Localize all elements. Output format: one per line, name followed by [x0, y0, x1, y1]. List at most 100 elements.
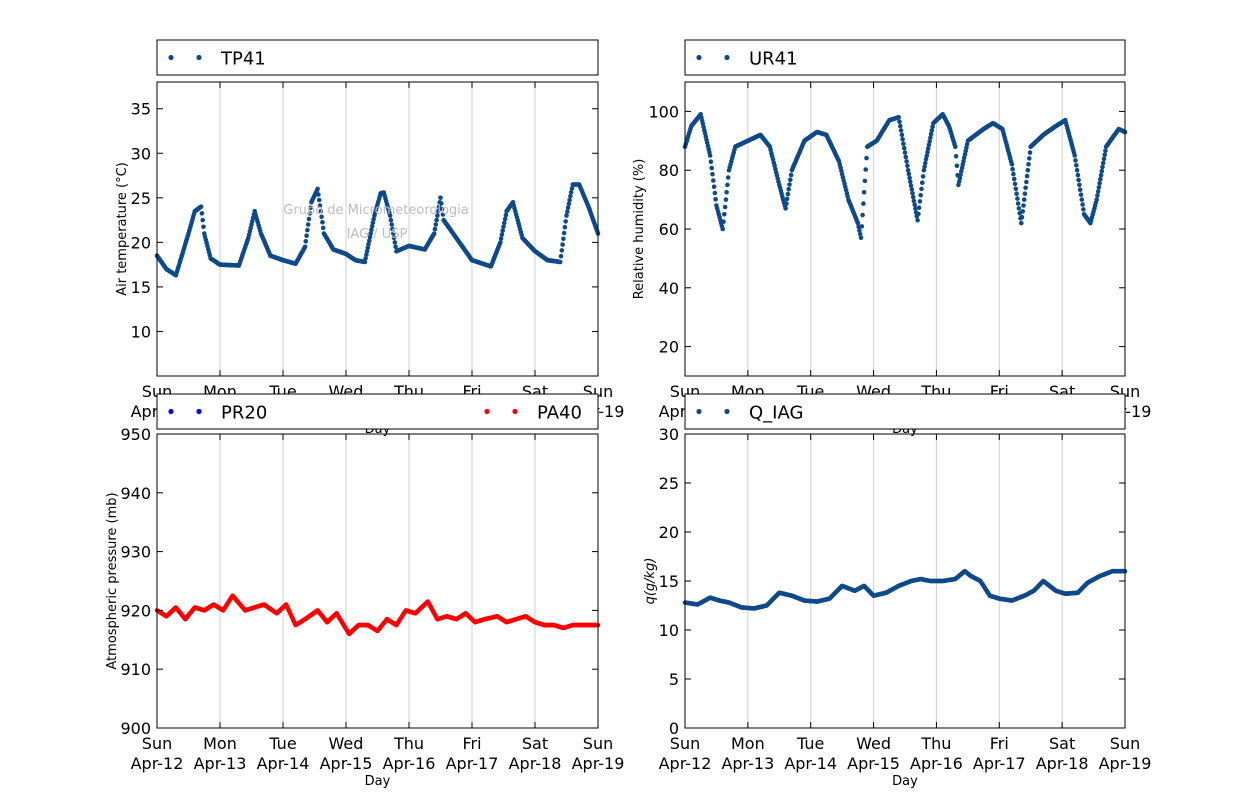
x-tick-label-date: Apr-12: [131, 754, 184, 773]
data-point: [905, 163, 910, 169]
data-point: [923, 160, 928, 166]
data-point: [784, 196, 790, 202]
data-series-pa40: [154, 593, 601, 637]
data-point: [923, 157, 929, 162]
data-point: [305, 222, 311, 227]
data-point: [389, 222, 395, 227]
data-point: [561, 236, 566, 242]
axes-frame: [156, 433, 599, 729]
y-tick-label: 10: [659, 621, 679, 640]
data-point: [565, 209, 570, 214]
data-point: [907, 175, 912, 181]
x-tick-label-date: Apr-12: [659, 754, 712, 773]
y-tick-label: 900: [120, 719, 151, 738]
data-point: [306, 216, 312, 222]
data-point: [910, 191, 915, 196]
data-point: [308, 205, 313, 211]
y-tick-label: 15: [131, 278, 151, 297]
data-point: [433, 222, 439, 227]
data-point: [558, 253, 564, 259]
data-point: [901, 145, 907, 151]
data-point: [317, 203, 323, 208]
x-tick-label-day: Sun: [670, 734, 700, 753]
data-point: [1015, 196, 1020, 201]
data-point: [200, 217, 205, 223]
legend-marker: [168, 54, 174, 61]
watermark-line-1: Grupo de Micrometeorologia: [283, 203, 469, 218]
data-point: [857, 228, 862, 233]
data-point: [1099, 168, 1105, 174]
x-tick-label-day: Fri: [462, 734, 481, 753]
y-tick-label: 940: [120, 484, 151, 503]
data-point: [864, 155, 869, 161]
data-point: [898, 128, 904, 133]
data-point: [785, 191, 791, 197]
data-point: [316, 192, 321, 197]
data-point: [922, 164, 927, 169]
data-point: [369, 224, 375, 229]
y-tick-label: 20: [659, 523, 679, 542]
data-point: [1020, 209, 1025, 214]
legend-marker: [168, 408, 174, 415]
watermark-line-2: IAG / USP: [347, 227, 408, 242]
data-point: [564, 213, 569, 218]
data-point: [911, 198, 917, 204]
data-point: [863, 167, 868, 172]
data-point: [503, 212, 509, 218]
data-point: [708, 159, 714, 164]
data-point: [927, 139, 932, 144]
y-tick-label: 950: [120, 425, 151, 444]
x-tick-label-date: Apr-13: [721, 754, 774, 773]
data-point: [920, 174, 926, 179]
data-point: [567, 197, 572, 203]
data-point: [896, 115, 901, 120]
data-point: [305, 227, 310, 233]
data-point: [434, 217, 439, 223]
data-point: [908, 179, 913, 184]
data-point: [499, 232, 505, 237]
data-point: [387, 213, 393, 218]
data-point: [502, 220, 507, 226]
data-point: [920, 180, 925, 185]
data-point: [917, 199, 923, 204]
data-point: [857, 231, 863, 237]
data-point: [1080, 202, 1085, 207]
data-point: [439, 201, 444, 206]
legend-label-tp41: TP41: [220, 49, 266, 70]
data-point: [912, 202, 917, 208]
data-point: [905, 167, 911, 173]
legend-marker: [724, 408, 730, 415]
legend-marker: [724, 54, 730, 61]
legend-label-ur41: UR41: [749, 49, 798, 70]
data-point: [431, 231, 437, 236]
y-tick-label: 15: [659, 572, 679, 591]
data-point: [1021, 197, 1027, 202]
data-point: [786, 187, 791, 192]
data-point: [1076, 177, 1081, 183]
data-point: [906, 171, 912, 177]
x-tick-label-day: Sun: [1110, 734, 1140, 753]
data-point: [1014, 191, 1019, 196]
data-point: [925, 149, 930, 155]
y-tick-label: 35: [131, 100, 151, 119]
data-point: [302, 244, 308, 250]
data-point: [391, 235, 397, 241]
data-point: [388, 217, 394, 223]
data-point: [307, 211, 313, 216]
data-point: [787, 182, 792, 187]
data-point: [925, 146, 931, 151]
y-tick-label: 25: [659, 474, 679, 493]
data-point: [1081, 207, 1086, 212]
y-axis-label: Relative humidity (%): [632, 159, 647, 300]
x-tick-label-date: Apr-15: [847, 754, 900, 773]
data-point: [560, 242, 565, 247]
data-point: [318, 208, 324, 214]
chart-panel-4: 051015202530SunApr-12MonApr-13TueApr-14W…: [643, 393, 1151, 789]
data-point: [363, 256, 368, 261]
data-point: [562, 224, 568, 230]
data-point: [366, 241, 371, 247]
data-point: [897, 119, 902, 124]
data-point: [723, 197, 729, 202]
x-axis-label: Day: [892, 774, 918, 789]
data-point: [724, 190, 729, 195]
